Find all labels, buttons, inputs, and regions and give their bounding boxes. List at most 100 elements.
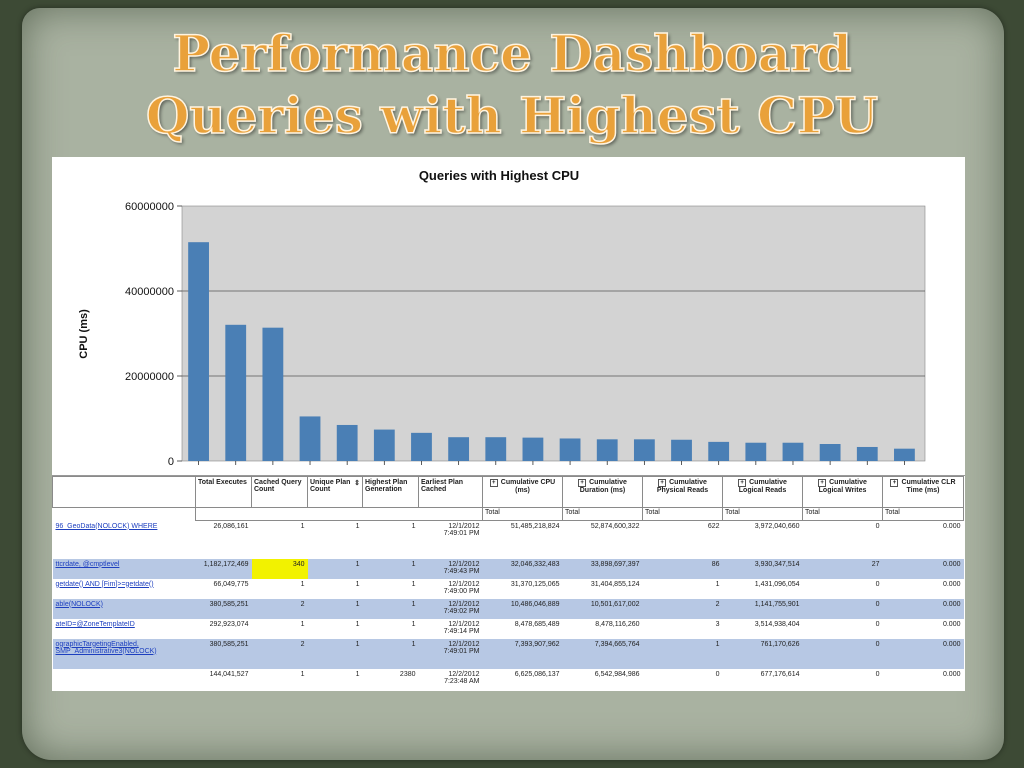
cell-logical-reads: 1,431,096,054 [722, 578, 803, 599]
cell-date: 12/1/2012 [448, 523, 480, 530]
query-link[interactable]: 96_GeoData(NOLOCK) WHERE [52, 520, 196, 559]
col-cumulative-logical-reads[interactable]: + Cumulative Logical Reads [722, 476, 803, 508]
plot-area [181, 205, 926, 462]
col-highest-plan-generation[interactable]: Highest Plan Generation [362, 476, 419, 508]
cell-logical-writes: 0 [802, 638, 883, 669]
cell-physical-reads: 0 [642, 668, 723, 691]
bar[interactable] [485, 437, 507, 461]
table-row: getdate() AND [Fim]>=getdate() 66,049,77… [52, 578, 964, 599]
bar[interactable] [856, 446, 878, 461]
y-axis-label: CPU (ms) [78, 309, 90, 359]
bar[interactable] [373, 429, 395, 461]
cell-date: 12/1/2012 [448, 600, 480, 608]
col-cumulative-cpu[interactable]: + Cumulative CPU (ms) [482, 476, 563, 508]
subheader-total: Total [722, 507, 803, 521]
cell-logical-reads: 3,972,040,660 [722, 520, 803, 559]
report-screenshot: Queries with Highest CPU CPU (ms) 0 20000… [52, 157, 965, 691]
bar[interactable] [299, 416, 321, 461]
bar[interactable] [225, 324, 247, 461]
query-link[interactable] [52, 668, 196, 691]
cell-time: 7:49:01 PM [443, 530, 480, 537]
y-tick-label: 0 [168, 456, 174, 468]
expand-icon[interactable]: + [738, 479, 747, 487]
cell-total-executes: 292,923,074 [195, 618, 252, 639]
cell-highest-plan-generation: 1 [362, 598, 419, 619]
col-total-executes[interactable]: Total Executes [195, 476, 252, 508]
expand-icon[interactable]: + [578, 479, 587, 487]
col-cumulative-clr-time-label: Cumulative CLR Time (ms) [901, 479, 956, 494]
col-earliest-plan-cached[interactable]: Earliest Plan Cached [418, 476, 483, 508]
query-link[interactable]: ateID=@ZoneTemplateID [52, 618, 196, 639]
cell-highest-plan-generation: 2380 [362, 668, 419, 691]
cell-unique-plan-count: 1 [307, 638, 363, 669]
cell-earliest-plan-cached: 12/1/2012 7:49:14 PM [418, 618, 483, 639]
report-table-container: Total Executes Cached Query Count ⇕ Uniqu… [52, 475, 965, 691]
subheader-blank [52, 507, 196, 521]
col-cumulative-clr-time[interactable]: + Cumulative CLR Time (ms) [882, 476, 964, 508]
bar[interactable] [708, 441, 730, 461]
expand-icon[interactable]: + [489, 479, 498, 487]
sort-icon[interactable]: ⇕ [354, 480, 360, 487]
expand-icon[interactable]: + [818, 479, 827, 487]
expand-icon[interactable]: + [658, 479, 667, 487]
cell-physical-reads: 1 [642, 638, 723, 669]
cell-time: 7:49:14 PM [443, 627, 480, 635]
subheader-total: Total [882, 507, 964, 521]
y-tick-labels: 0 20000000 40000000 60000000 [125, 201, 182, 468]
y-tick-label: 60000000 [125, 201, 174, 213]
bar[interactable] [894, 448, 915, 461]
query-link[interactable]: ttcrdate, @cmptlevel [52, 558, 196, 579]
query-link[interactable]: able(NOLOCK) [52, 598, 196, 619]
bar[interactable] [262, 327, 284, 461]
gridlines [182, 290, 925, 377]
subheader-total: Total [642, 507, 723, 521]
col-cumulative-duration-label: Cumulative Duration (ms) [579, 479, 627, 494]
subheader-total: Total [482, 507, 563, 521]
query-text: ographicTargetingEnabled, [55, 640, 139, 648]
bar[interactable] [522, 437, 544, 461]
bar[interactable] [671, 439, 692, 461]
col-cumulative-logical-writes[interactable]: + Cumulative Logical Writes [802, 476, 883, 508]
bar[interactable] [819, 444, 841, 461]
bar[interactable] [448, 437, 470, 461]
col-cumulative-physical-reads[interactable]: + Cumulative Physical Reads [642, 476, 723, 508]
cell-unique-plan-count: 1 [307, 598, 363, 619]
cell-cumulative-cpu: 8,478,685,489 [482, 618, 563, 639]
subheader-total: Total [802, 507, 883, 521]
bar[interactable] [596, 439, 618, 461]
expand-icon[interactable]: + [890, 479, 899, 487]
cell-total-executes: 380,585,251 [195, 638, 252, 669]
cell-cumulative-cpu: 31,370,125,065 [482, 578, 563, 599]
bar[interactable] [336, 424, 358, 461]
cell-logical-reads: 3,514,938,404 [722, 618, 803, 639]
cpu-bar-chart: Queries with Highest CPU CPU (ms) 0 20000… [78, 168, 926, 468]
subheader-blank [195, 507, 483, 521]
cell-earliest-plan-cached: 12/1/2012 7:49:01 PM [418, 520, 483, 559]
bar[interactable] [633, 439, 655, 461]
cell-earliest-plan-cached: 12/1/2012 7:49:00 PM [418, 578, 483, 599]
cell-cached-query-count: 1 [251, 578, 308, 599]
cell-total-executes: 380,585,251 [195, 598, 252, 619]
bar[interactable] [782, 442, 804, 461]
cell-cumulative-duration: 6,542,984,986 [562, 668, 643, 691]
cell-date: 12/1/2012 [448, 580, 480, 588]
cell-time: 7:49:00 PM [443, 587, 480, 595]
bar[interactable] [188, 242, 209, 461]
bar[interactable] [745, 442, 767, 461]
query-link[interactable]: ographicTargetingEnabled, SMP_Administrat… [52, 638, 196, 669]
col-cumulative-duration[interactable]: + Cumulative Duration (ms) [562, 476, 643, 508]
bar[interactable] [411, 432, 432, 461]
query-link[interactable]: getdate() AND [Fim]>=getdate() [52, 578, 196, 599]
col-unique-plan-label: Unique Plan Count [310, 479, 351, 493]
subheader-total: Total [562, 507, 643, 521]
bar[interactable] [559, 438, 581, 461]
cell-logical-reads: 761,170,626 [722, 638, 803, 669]
table-row: able(NOLOCK) 380,585,251 2 1 1 12/1/2012… [52, 598, 964, 619]
cell-unique-plan-count: 1 [307, 520, 363, 559]
col-cumulative-cpu-label: Cumulative CPU (ms) [500, 479, 556, 494]
cell-cached-query-count: 2 [251, 638, 308, 669]
report-table: Total Executes Cached Query Count ⇕ Uniqu… [52, 476, 964, 691]
col-unique-plan-count[interactable]: ⇕ Unique Plan Count [307, 476, 363, 508]
col-cached-query-count[interactable]: Cached Query Count [251, 476, 308, 508]
cell-clr-time: 0.000 [882, 638, 964, 669]
